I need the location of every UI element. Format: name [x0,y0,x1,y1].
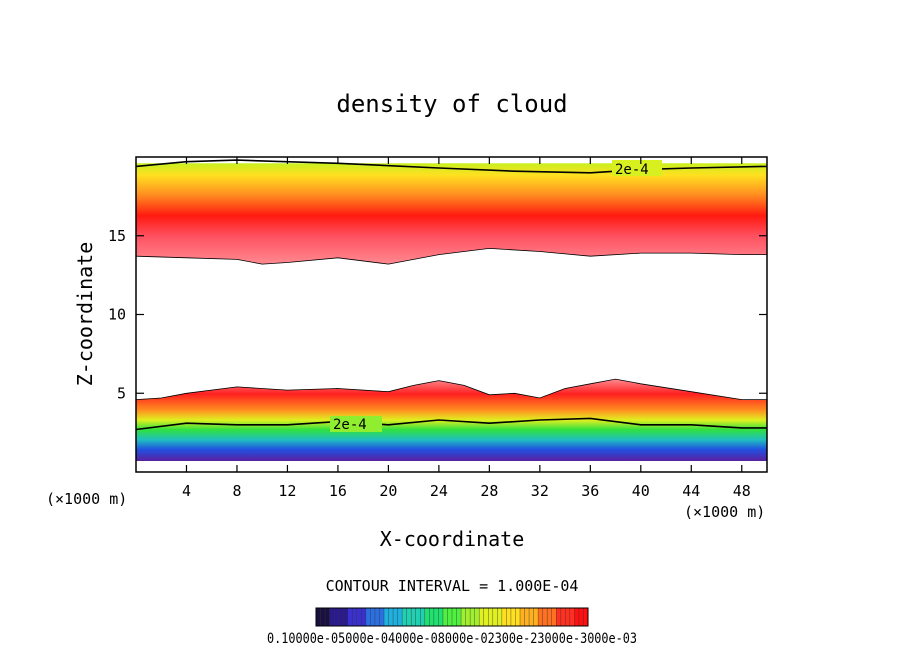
x-tick-label: 20 [379,482,397,500]
colorbar-cell [456,608,462,626]
colorbar-cell [352,608,358,626]
y-tick-label: 15 [108,227,126,245]
upper-cloud-layer [136,163,767,265]
colorbar-cell [547,608,553,626]
colorbar-cell [565,608,571,626]
colorbar-cell [583,608,589,626]
colorbar-cell [474,608,480,626]
colorbar-cell [442,608,448,626]
x-tick-label: 44 [682,482,700,500]
colorbar-cell [483,608,489,626]
x-tick-label: 32 [531,482,549,500]
x-tick-label: 40 [632,482,650,500]
colorbar-cell [578,608,584,626]
colorbar-cell [370,608,376,626]
colorbar-cell [510,608,516,626]
colorbar-cell [347,608,353,626]
colorbar-frame [315,607,589,627]
colorbar-cell [515,608,521,626]
colorbar-cell [479,608,485,626]
colorbar-cell [520,608,525,626]
colorbar-cell [338,608,344,626]
colorbar-cell [524,608,530,626]
x-tick-label: 24 [430,482,448,500]
colorbar [315,608,589,626]
colorbar-cell [501,608,507,626]
colorbar-labels: 0.10000e-05000e-04000e-08000e-02300e-230… [267,631,637,647]
colorbar-cell [379,608,385,626]
colorbar-cell [388,608,394,626]
x-tick-label: 16 [329,482,347,500]
colorbar-cell [488,608,494,626]
colorbar-cell [420,608,426,626]
contour-label-upper: 2e-4 [615,162,649,178]
colorbar-cell [497,608,503,626]
colorbar-cell [424,608,430,626]
colorbar-cell [533,608,539,626]
colorbar-cell [329,608,335,626]
x-tick-label: 4 [182,482,191,500]
colorbar-cell [465,608,471,626]
colorbar-cell [433,608,439,626]
colorbar-cell [461,608,466,626]
colorbar-cell [334,608,339,626]
x-tick-label: 12 [278,482,296,500]
colorbar-cell [415,608,421,626]
colorbar-cell [393,608,398,626]
contour-label-bg-lower [330,416,382,432]
y-tick-label: 5 [117,384,126,402]
y-axis-ticks: 5 10 15 [108,227,767,402]
colorbar-cell [574,608,580,626]
x-tick-label: 28 [480,482,498,500]
colorbar-cell [320,608,326,626]
colorbar-cell [356,608,362,626]
colorbar-cell [560,608,566,626]
colorbar-cell [452,608,457,626]
x-tick-label: 48 [733,482,751,500]
chart-title: density of cloud [336,90,567,118]
x-tick-label: 36 [581,482,599,500]
colorbar-cell [542,608,548,626]
colorbar-cell [538,608,543,626]
colorbar-cell [316,608,321,626]
colorbar-cell [569,608,575,626]
colorbar-cell [365,608,371,626]
x-unit-left: (×1000 m) [46,490,127,508]
upper-contour-line [136,159,767,174]
x-tick-label: 8 [232,482,241,500]
x-axis-ticks: 4 8 12 16 20 24 28 32 36 40 44 48 [182,157,751,500]
colorbar-cell [325,608,330,626]
colorbar-cell [374,608,380,626]
contour-label-bg-upper [612,160,662,176]
colorbar-cell [361,608,367,626]
x-unit-right: (×1000 m) [684,503,765,521]
colorbar-cell [411,608,417,626]
colorbar-cell [438,608,444,626]
x-axis-label: X-coordinate [380,527,525,551]
colorbar-cell [447,608,453,626]
contour-label-lower: 2e-4 [333,417,367,433]
colorbar-cell [384,608,389,626]
upper-layer-base-contour [136,247,767,265]
colorbar-cell [429,608,435,626]
y-tick-label: 10 [108,306,126,324]
y-axis-label: Z-coordinate [73,242,97,387]
colorbar-cell [556,608,562,626]
colorbar-cell [343,608,349,626]
colorbar-cell [470,608,475,626]
lower-contour-line [136,417,767,431]
colorbar-cell [506,608,512,626]
colorbar-cell [402,608,407,626]
colorbar-cell [492,608,498,626]
colorbar-cell [406,608,412,626]
colorbar-cell [529,608,534,626]
contour-interval-text: CONTOUR INTERVAL = 1.000E-04 [326,577,579,595]
lower-layer-top-contour [136,378,767,400]
colorbar-cell [551,608,557,626]
colorbar-cell [397,608,403,626]
